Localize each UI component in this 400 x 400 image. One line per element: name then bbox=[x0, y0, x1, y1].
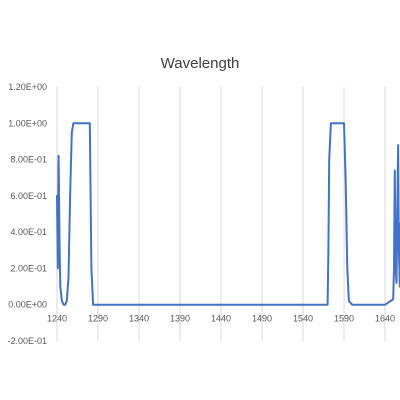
x-tick-label: 1590 bbox=[334, 314, 354, 324]
series-line bbox=[56, 122, 400, 306]
x-tick-label: 1540 bbox=[293, 314, 313, 324]
x-tick-label: 1640 bbox=[375, 314, 395, 324]
y-tick-label: 4.00E-01 bbox=[10, 227, 47, 237]
y-tick-label: 6.00E-01 bbox=[10, 191, 47, 201]
series-layer bbox=[56, 122, 400, 306]
y-tick-label: -2.00E-01 bbox=[7, 336, 47, 346]
y-tick-label: 8.00E-01 bbox=[10, 155, 47, 165]
x-axis-tick-labels: 1240 1290 1340 1390 1440 1490 1540 1590 1640 bbox=[47, 314, 395, 324]
y-tick-label: 2.00E-01 bbox=[10, 263, 47, 273]
x-tick-label: 1490 bbox=[252, 314, 272, 324]
x-tick-label: 1440 bbox=[211, 314, 231, 324]
y-axis-tick-labels: -2.00E-01 0.00E+00 2.00E-01 4.00E-01 6.00E-0… bbox=[7, 82, 47, 346]
x-tick-label: 1340 bbox=[129, 314, 149, 324]
x-tick-label: 1390 bbox=[170, 314, 190, 324]
y-tick-label: 1.00E+00 bbox=[8, 118, 47, 128]
chart-title: Wavelength bbox=[161, 55, 240, 72]
y-tick-label: 0.00E+00 bbox=[8, 300, 47, 310]
grid-lines bbox=[56, 87, 386, 341]
x-tick-label: 1240 bbox=[47, 314, 67, 324]
x-tick-label: 1290 bbox=[88, 314, 108, 324]
y-tick-label: 1.20E+00 bbox=[8, 82, 47, 92]
